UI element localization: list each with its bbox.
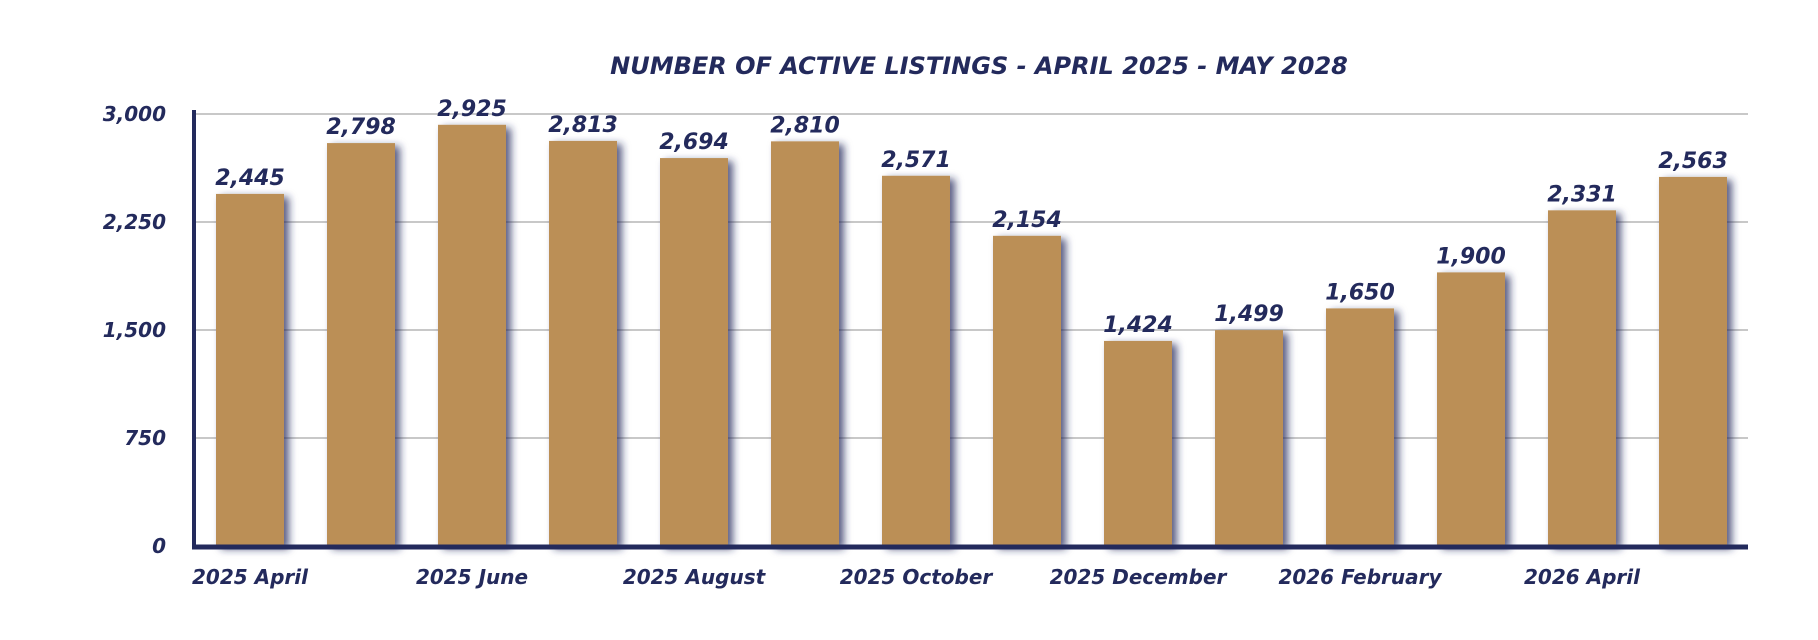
x-tick-label: 2025 October — [840, 565, 994, 589]
data-label: 2,810 — [770, 113, 840, 138]
y-tick-label: 750 — [124, 426, 166, 450]
bar — [993, 235, 1061, 546]
data-label: 1,424 — [1103, 313, 1173, 338]
bar — [660, 158, 728, 546]
y-axis-ticks: 0 750 1,500 2,250 3,000 — [103, 102, 166, 558]
gridlines — [194, 113, 1748, 439]
data-label: 2,813 — [548, 113, 618, 138]
x-tick-label: 2025 April — [192, 565, 309, 589]
bar — [327, 143, 395, 546]
data-label: 2,798 — [326, 115, 396, 140]
bar — [216, 193, 284, 547]
data-label: 2,154 — [992, 208, 1062, 233]
y-tick-label: 0 — [152, 534, 166, 558]
bar — [438, 124, 506, 547]
bar — [1104, 340, 1172, 546]
chart-title: NUMBER OF ACTIVE LISTINGS - APRIL 2025 -… — [610, 52, 1348, 80]
x-tick-label: 2025 June — [416, 565, 528, 589]
data-label: 2,571 — [881, 148, 951, 173]
data-label: 1,900 — [1436, 244, 1506, 269]
x-tick-label: 2026 February — [1278, 565, 1442, 589]
y-tick-label: 2,250 — [103, 210, 166, 234]
bar — [771, 141, 839, 547]
data-label: 2,331 — [1547, 182, 1617, 207]
data-labels: 2,445 2,798 2,925 2,813 2,694 2,810 2,571 2,154… — [215, 97, 1728, 338]
axes — [192, 110, 1748, 550]
bars — [216, 124, 1727, 547]
bar — [1326, 308, 1394, 546]
bar — [1215, 330, 1283, 546]
bar — [1437, 272, 1505, 546]
data-label: 2,694 — [659, 130, 729, 155]
x-tick-label: 2025 December — [1050, 565, 1228, 589]
data-label: 1,650 — [1325, 280, 1395, 305]
bar — [1659, 176, 1727, 547]
y-tick-label: 3,000 — [103, 102, 166, 126]
bar — [549, 140, 617, 547]
data-label: 1,499 — [1214, 302, 1284, 327]
bar — [882, 175, 950, 546]
x-tick-label: 2025 August — [623, 565, 767, 589]
data-label: 2,563 — [1658, 149, 1728, 174]
data-label: 2,925 — [437, 97, 507, 122]
x-tick-label: 2026 April — [1524, 565, 1641, 589]
x-axis-ticks: 2025 April 2025 June 2025 August 2025 Octob… — [192, 565, 1641, 589]
data-label: 2,445 — [215, 166, 285, 191]
bar — [1548, 210, 1616, 546]
y-tick-label: 1,500 — [103, 318, 166, 342]
